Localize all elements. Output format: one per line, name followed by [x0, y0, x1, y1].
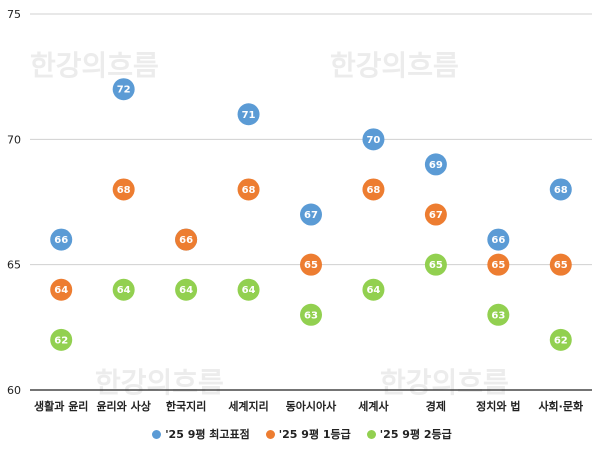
data-point — [50, 228, 73, 251]
data-points: 6672667167706966686468666865686765656264… — [50, 78, 572, 351]
data-point — [112, 78, 135, 101]
data-point — [50, 328, 73, 351]
data-label: 65 — [491, 260, 505, 271]
data-point — [487, 303, 510, 326]
watermark-text: 한강의흐름 — [95, 366, 224, 399]
data-label: 72 — [117, 85, 131, 96]
x-tick-label: 한국지리 — [166, 399, 206, 413]
data-label: 68 — [554, 185, 568, 196]
data-label: 68 — [117, 185, 131, 196]
data-point — [112, 178, 135, 201]
data-label: 68 — [242, 185, 256, 196]
x-tick-label: 윤리와 사상 — [96, 399, 150, 413]
data-point — [424, 153, 447, 176]
data-label: 69 — [429, 160, 443, 171]
watermark-text: 한강의흐름 — [330, 49, 459, 82]
x-tick-label: 정치와 법 — [476, 399, 520, 413]
data-label: 64 — [179, 285, 193, 296]
x-tick-label: 세계사 — [358, 399, 389, 413]
data-label: 66 — [179, 235, 193, 246]
data-label: 64 — [242, 285, 256, 296]
data-point — [362, 128, 385, 151]
y-axis: 60 65 70 75 — [7, 8, 21, 397]
data-point — [362, 178, 385, 201]
legend-item: '25 9평 1등급 — [265, 426, 351, 442]
data-label: 65 — [554, 260, 568, 271]
x-axis: 생활과 윤리 윤리와 사상 한국지리 세계지리 동아시아사 세계사 경제 정치와 법 사회·문화 — [34, 399, 583, 413]
data-label: 71 — [242, 110, 256, 121]
data-point — [487, 228, 510, 251]
data-point — [300, 253, 322, 276]
data-label: 64 — [54, 285, 68, 296]
data-label: 65 — [304, 260, 318, 271]
legend-label: '25 9평 1등급 — [278, 428, 351, 441]
legend-label: '25 9평 최고표점 — [165, 428, 250, 441]
data-label: 64 — [366, 285, 380, 296]
data-label: 62 — [54, 335, 68, 346]
data-point — [424, 253, 447, 276]
legend-label: '25 9평 2등급 — [379, 428, 452, 441]
data-label: 63 — [491, 310, 505, 321]
legend-item: '25 9평 2등급 — [366, 426, 452, 442]
data-label: 65 — [429, 260, 443, 271]
data-label: 67 — [429, 210, 443, 221]
data-point — [175, 228, 198, 251]
watermark-text: 한강의흐름 — [30, 49, 159, 82]
x-tick-label: 경제 — [426, 399, 446, 413]
data-label: 62 — [554, 335, 568, 346]
y-tick-label: 70 — [7, 133, 21, 146]
legend-item: '25 9평 최고표점 — [152, 426, 250, 442]
data-point — [487, 253, 510, 276]
data-label: 67 — [304, 210, 318, 221]
legend-marker — [366, 430, 376, 439]
data-point — [549, 253, 572, 276]
legend: '25 9평 최고표점 '25 9평 1등급 '25 9평 2등급 — [0, 426, 604, 442]
data-point — [237, 178, 260, 201]
data-point — [300, 303, 322, 326]
legend-marker — [265, 430, 275, 439]
data-point — [237, 103, 260, 126]
legend-marker — [152, 430, 162, 439]
data-label: 68 — [366, 185, 380, 196]
data-label: 66 — [54, 235, 68, 246]
x-tick-label: 생활과 윤리 — [34, 399, 88, 413]
watermark-text: 한강의흐름 — [380, 366, 509, 399]
x-tick-label: 사회·문화 — [538, 399, 583, 413]
y-tick-label: 65 — [7, 259, 21, 272]
y-tick-label: 75 — [7, 8, 21, 21]
data-label: 63 — [304, 310, 318, 321]
x-tick-label: 세계지리 — [228, 399, 268, 413]
x-tick-label: 동아시아사 — [286, 399, 337, 413]
data-point — [175, 278, 198, 301]
data-label: 70 — [366, 135, 380, 146]
data-point — [300, 203, 322, 226]
data-point — [362, 278, 385, 301]
data-label: 66 — [491, 235, 505, 246]
data-point — [424, 203, 447, 226]
y-tick-label: 60 — [7, 384, 21, 397]
data-point — [549, 178, 572, 201]
data-point — [50, 278, 73, 301]
data-label: 64 — [117, 285, 131, 296]
data-point — [237, 278, 260, 301]
data-point — [549, 328, 572, 351]
data-point — [112, 278, 135, 301]
